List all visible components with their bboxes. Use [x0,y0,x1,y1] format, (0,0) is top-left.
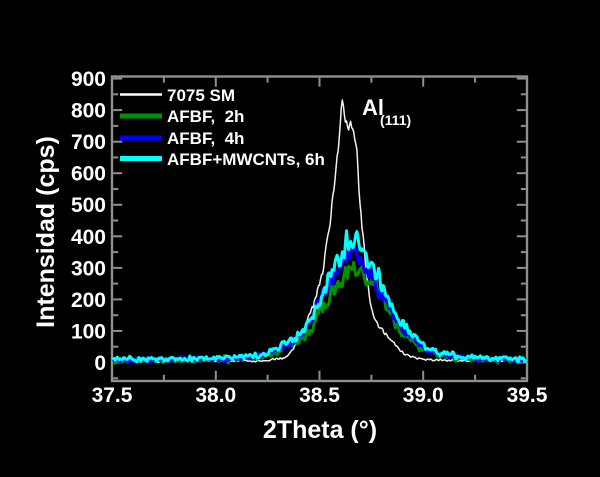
svg-text:200: 200 [71,289,106,312]
svg-text:300: 300 [71,257,106,280]
svg-text:400: 400 [71,226,106,249]
svg-text:2Theta (°): 2Theta (°) [263,416,377,444]
svg-text:500: 500 [71,194,106,217]
svg-text:0: 0 [94,352,106,375]
svg-text:38.5: 38.5 [299,384,340,407]
svg-text:800: 800 [71,100,106,123]
svg-text:37.5: 37.5 [92,384,133,407]
svg-text:900: 900 [71,68,106,91]
svg-text:AFBF, 2h: AFBF, 2h [167,107,244,126]
svg-text:Al: Al [362,95,384,120]
svg-text:AFBF+MWCNTs, 6h: AFBF+MWCNTs, 6h [167,150,325,169]
svg-text:AFBF, 4h: AFBF, 4h [167,129,244,148]
svg-text:100: 100 [71,320,106,343]
svg-text:7075 SM: 7075 SM [167,86,235,105]
svg-text:Intensidad (cps): Intensidad (cps) [32,136,60,328]
svg-text:600: 600 [71,163,106,186]
svg-text:39.0: 39.0 [403,384,444,407]
svg-text:700: 700 [71,131,106,154]
svg-text:39.5: 39.5 [507,384,548,407]
svg-text:(111): (111) [380,112,411,128]
svg-text:38.0: 38.0 [195,384,236,407]
